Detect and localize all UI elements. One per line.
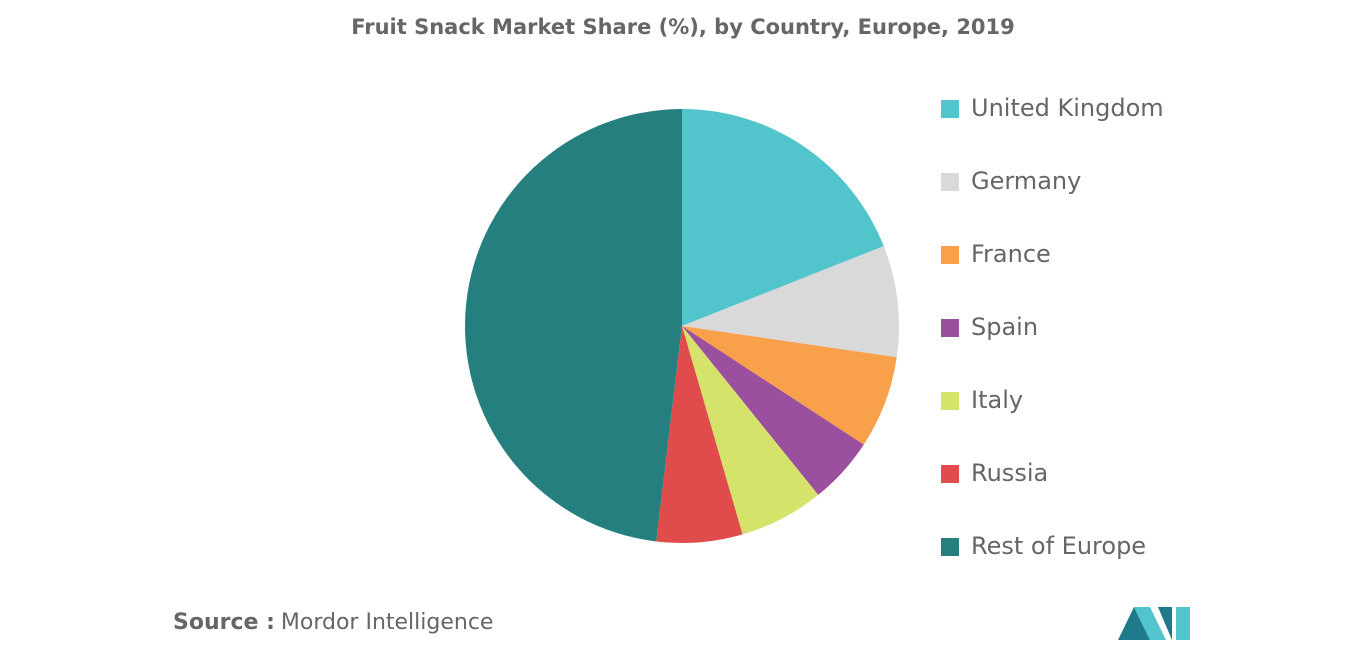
legend-label: United Kingdom bbox=[971, 94, 1164, 122]
pie-slice bbox=[682, 246, 899, 358]
legend-swatch bbox=[941, 319, 959, 337]
legend-label: Rest of Europe bbox=[971, 532, 1146, 560]
legend-swatch bbox=[941, 173, 959, 191]
legend-label: Russia bbox=[971, 459, 1048, 487]
legend-label: Spain bbox=[971, 313, 1038, 341]
legend-swatch bbox=[941, 246, 959, 264]
legend-label: Germany bbox=[971, 167, 1081, 195]
source: Source : Mordor Intelligence bbox=[173, 610, 493, 635]
legend-swatch bbox=[941, 100, 959, 118]
pie-slice bbox=[682, 109, 884, 326]
source-label: Source : bbox=[173, 610, 275, 635]
legend-swatch bbox=[941, 538, 959, 556]
pie-slice bbox=[682, 326, 819, 535]
legend-label: France bbox=[971, 240, 1051, 268]
pie-slice bbox=[682, 326, 897, 445]
logo bbox=[1118, 607, 1190, 640]
pie-slice bbox=[656, 326, 743, 543]
pie-slice bbox=[682, 326, 864, 495]
source-text: Mordor Intelligence bbox=[281, 610, 494, 635]
legend-swatch bbox=[941, 465, 959, 483]
pie-slice bbox=[465, 108, 682, 542]
legend-swatch bbox=[941, 392, 959, 410]
legend-label: Italy bbox=[971, 386, 1023, 414]
chart-title: Fruit Snack Market Share (%), by Country… bbox=[351, 15, 1015, 39]
